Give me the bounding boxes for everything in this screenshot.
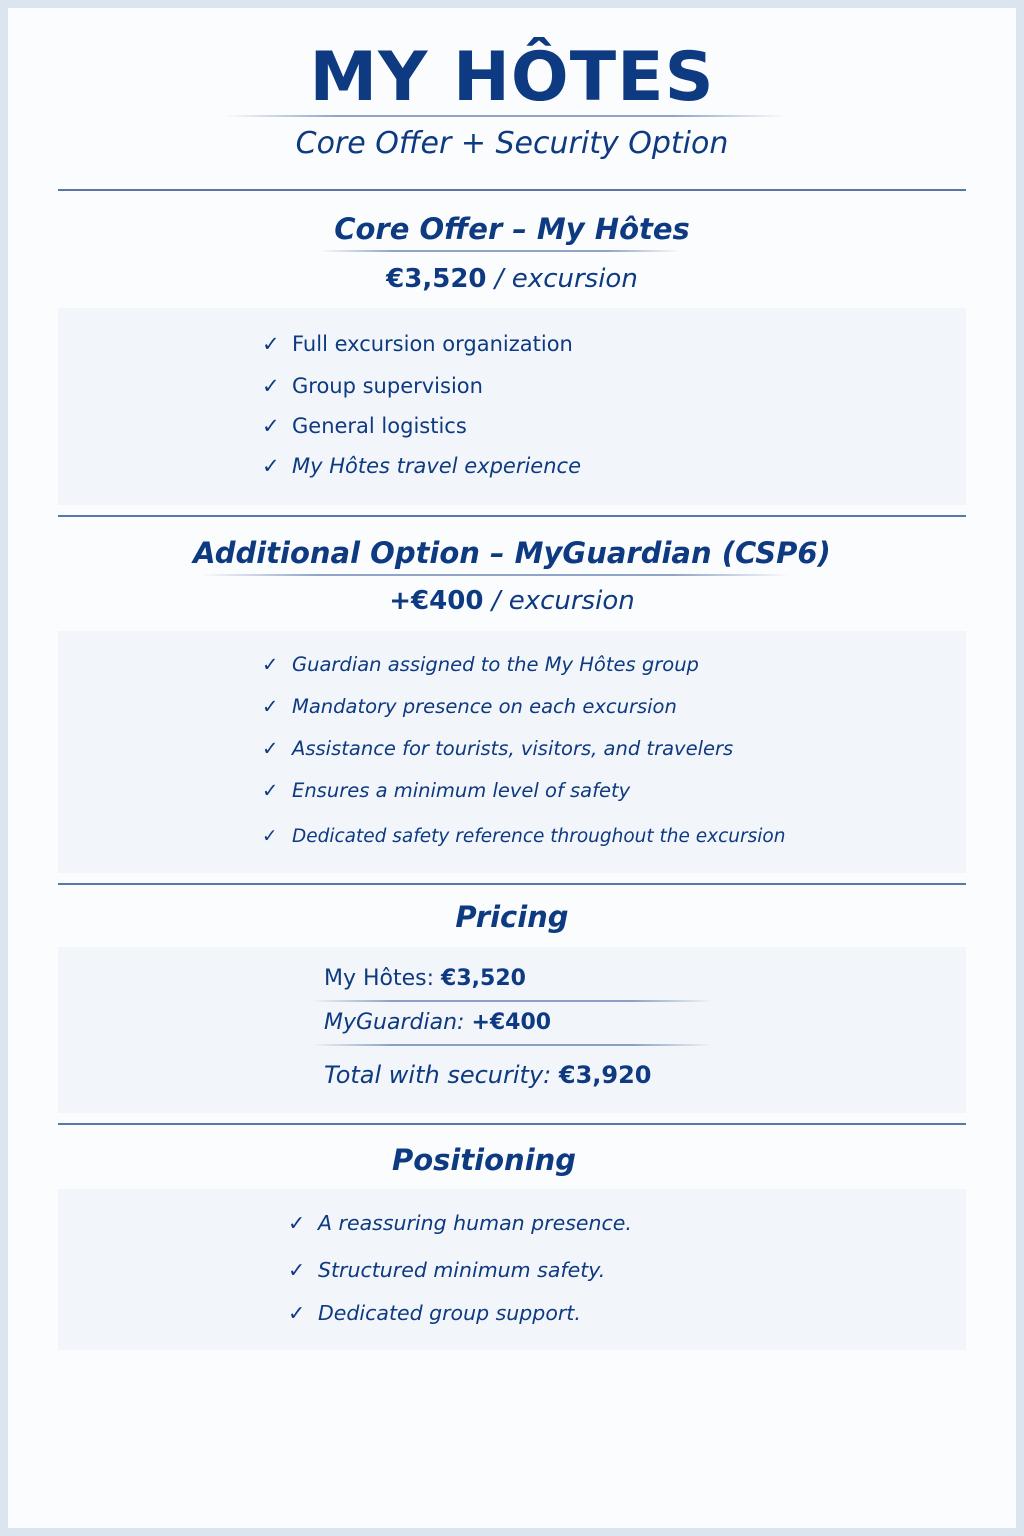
price-unit: / excursion <box>494 264 638 294</box>
section-divider <box>58 1123 966 1125</box>
pricing-total-row: Total with security: €3,920 <box>324 1061 652 1089</box>
pricing-row: My Hôtes: €3,520 <box>324 966 526 991</box>
price-value: €3,520 <box>386 264 487 294</box>
list-item: ✓ Dedicated safety reference throughout t… <box>262 822 785 852</box>
section-divider <box>58 515 966 517</box>
list-item: ✓ A reassuring human presence. <box>288 1208 632 1238</box>
check-icon: ✓ <box>262 737 279 760</box>
list-item: ✓ Structured minimum safety. <box>288 1255 605 1285</box>
pricing-row: MyGuardian: +€400 <box>324 1010 552 1035</box>
list-item: ✓ Mandatory presence on each excursion <box>262 692 677 722</box>
option-list: ✓ Guardian assigned to the My Hôtes group… <box>58 631 966 873</box>
check-icon: ✓ <box>262 653 279 676</box>
check-icon: ✓ <box>288 1211 306 1235</box>
check-icon: ✓ <box>262 826 278 847</box>
page-subtitle: Core Offer + Security Option <box>295 126 729 161</box>
list-item: ✓ Dedicated group support. <box>288 1298 581 1328</box>
check-icon: ✓ <box>262 779 279 802</box>
list-item: ✓ Full excursion organization <box>262 329 573 359</box>
check-icon: ✓ <box>262 414 280 438</box>
heading-underline <box>200 574 790 576</box>
list-item: ✓ Guardian assigned to the My Hôtes group <box>262 650 699 680</box>
pricing-heading: Pricing <box>455 900 569 934</box>
section-divider <box>58 883 966 885</box>
check-icon: ✓ <box>262 374 280 398</box>
price-unit: / excursion <box>491 586 635 616</box>
row-divider <box>312 1044 712 1046</box>
page-title: MY HÔTES <box>309 38 715 117</box>
list-item: ✓ My Hôtes travel experience <box>262 451 581 481</box>
check-icon: ✓ <box>262 332 280 356</box>
check-icon: ✓ <box>288 1258 306 1282</box>
list-item: ✓ Ensures a minimum level of safety <box>262 776 630 806</box>
core-offer-heading: Core Offer – My Hôtes <box>334 212 690 246</box>
check-icon: ✓ <box>288 1301 306 1325</box>
core-offer-list: ✓ Full excursion organization ✓ Group supe… <box>58 308 966 505</box>
pricing-table: My Hôtes: €3,520 MyGuardian: +€400 Total… <box>58 947 966 1113</box>
section-divider <box>58 189 966 191</box>
list-item: ✓ Assistance for tourists, visitors, and … <box>262 734 733 764</box>
list-item: ✓ Group supervision <box>262 371 483 401</box>
check-icon: ✓ <box>262 454 280 478</box>
title-divider <box>225 115 785 117</box>
row-divider <box>312 1000 712 1002</box>
option-price: +€400 / excursion <box>0 583 1024 619</box>
list-item: ✓ General logistics <box>262 411 467 441</box>
positioning-heading: Positioning <box>391 1143 577 1177</box>
core-offer-price: €3,520 / excursion <box>0 261 1024 297</box>
check-icon: ✓ <box>262 695 279 718</box>
heading-underline <box>320 250 680 252</box>
price-value: +€400 <box>389 586 484 616</box>
positioning-list: ✓ A reassuring human presence. ✓ Structure… <box>58 1189 966 1350</box>
option-heading: Additional Option – MyGuardian (CSP6) <box>193 536 831 570</box>
